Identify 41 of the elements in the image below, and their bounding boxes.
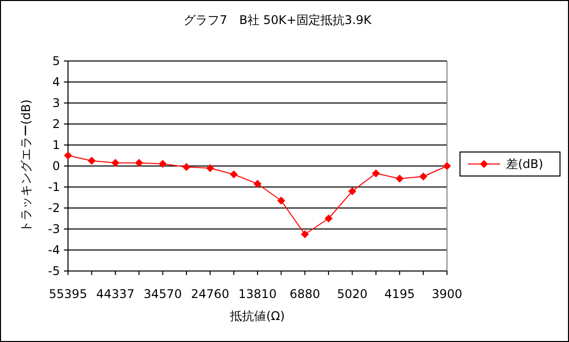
point	[277, 196, 286, 205]
x-tick-label: 4195	[384, 287, 415, 301]
point	[443, 162, 451, 170]
point	[348, 187, 356, 196]
point	[419, 172, 428, 180]
point	[158, 160, 167, 168]
x-tick-label: 3900	[432, 287, 462, 301]
y-axis-title: トラッキングエラー(dB)	[19, 99, 33, 233]
y-tick-label: 2	[52, 117, 60, 131]
x-axis-title: 抵抗値(Ω)	[229, 309, 285, 323]
y-tick-label: 1	[52, 138, 60, 152]
legend-label: 差(dB)	[506, 157, 544, 171]
chart-title: グラフ7 B社 50K+固定抵抗3.9K	[184, 13, 373, 27]
point	[182, 163, 190, 172]
point	[64, 152, 72, 160]
y-tick-label: -4	[48, 243, 60, 257]
point	[88, 156, 96, 165]
y-tick-label: -3	[48, 222, 60, 236]
point	[111, 158, 120, 167]
point	[396, 174, 404, 183]
x-tick-label: 44337	[96, 287, 134, 301]
x-tick-label: 24760	[191, 287, 230, 301]
y-tick-label: -2	[48, 201, 60, 215]
point	[230, 170, 238, 178]
x-tick-label: 6880	[290, 287, 320, 301]
y-tick-label: 0	[52, 159, 60, 173]
y-tick-label: -1	[48, 180, 60, 194]
y-tick-label: 3	[52, 96, 60, 110]
y-tick-label: 5	[52, 54, 60, 68]
x-tick-label: 34570	[144, 287, 182, 301]
point	[300, 230, 309, 238]
x-tick-label: 5020	[336, 287, 368, 301]
point	[135, 158, 144, 167]
y-tick-label: -5	[48, 264, 60, 278]
point	[372, 169, 380, 178]
point	[254, 180, 262, 188]
point	[206, 164, 214, 172]
y-tick-label: 4	[52, 75, 60, 89]
x-tick-label: 55395	[48, 287, 88, 301]
x-tick-label: 13810	[238, 287, 277, 301]
point	[324, 214, 333, 222]
